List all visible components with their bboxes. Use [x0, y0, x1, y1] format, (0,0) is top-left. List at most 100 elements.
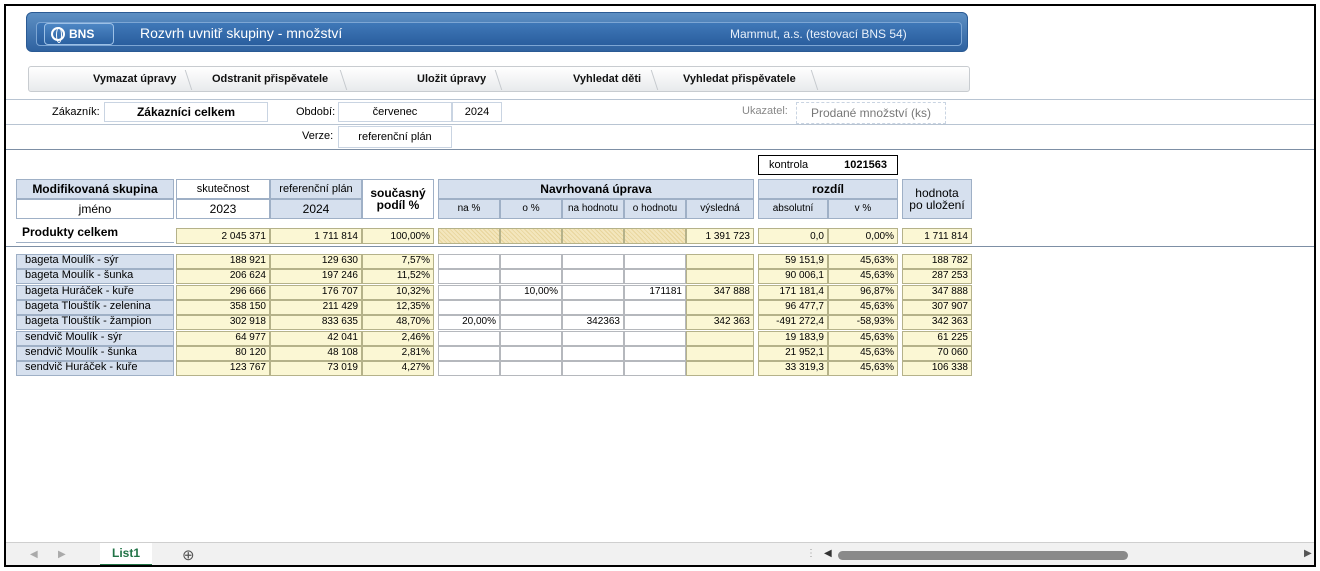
scroll-left-icon[interactable]: ◀: [824, 548, 832, 559]
total-pct: 0,00%: [828, 228, 898, 244]
row-3-na_pct[interactable]: [438, 299, 500, 315]
row-0-vysl: [686, 254, 754, 269]
save-changes-button[interactable]: Uložit úpravy: [417, 73, 487, 85]
row-5-po: 61 225: [902, 330, 972, 346]
row-2-o_pct[interactable]: 10,00%: [500, 284, 562, 300]
row-5-o_pct[interactable]: [500, 330, 562, 346]
total-reference: 1 711 814: [270, 228, 362, 244]
share-header: současný podíl %: [362, 179, 434, 219]
row-6-pct: 45,63%: [828, 345, 898, 361]
period-year-field[interactable]: 2024: [452, 102, 502, 122]
row-4-o_pct[interactable]: [500, 315, 562, 331]
row-4-podil: 48,70%: [362, 315, 434, 331]
row-0-o_pct[interactable]: [500, 254, 562, 269]
find-contributors-button[interactable]: Vyhledat přispěvatele: [683, 73, 796, 85]
row-3-na_hod[interactable]: [562, 299, 624, 315]
row-2-vysl: 347 888: [686, 284, 754, 300]
version-field[interactable]: referenční plán: [338, 126, 452, 148]
row-7-na_hod[interactable]: [562, 361, 624, 377]
row-1-name: bageta Moulík - šunka: [16, 269, 174, 285]
row-7-vysl: [686, 361, 754, 377]
row-7-skut: 123 767: [176, 361, 270, 377]
row-6-po: 70 060: [902, 345, 972, 361]
total-share: 100,00%: [362, 228, 434, 244]
row-2-pct: 96,87%: [828, 284, 898, 300]
row-6-skut: 80 120: [176, 345, 270, 361]
row-2-na_pct[interactable]: [438, 284, 500, 300]
row-2-na_hod[interactable]: [562, 284, 624, 300]
row-2-podil: 10,32%: [362, 284, 434, 300]
row-1-ref: 197 246: [270, 269, 362, 285]
control-box: kontrola 1021563: [758, 155, 898, 175]
row-2-po: 347 888: [902, 284, 972, 300]
period-label: Období:: [296, 106, 336, 118]
total-actual: 2 045 371: [176, 228, 270, 244]
row-5-vysl: [686, 330, 754, 346]
customer-label: Zákazník:: [52, 106, 100, 118]
name-header: jméno: [16, 199, 174, 219]
row-1-na_hod[interactable]: [562, 269, 624, 285]
horizontal-scrollbar[interactable]: [838, 551, 1128, 560]
row-6-podil: 2,81%: [362, 345, 434, 361]
row-4-na_pct[interactable]: 20,00%: [438, 315, 500, 331]
row-4-o_hod[interactable]: [624, 315, 686, 331]
row-2-o_hod[interactable]: 171181: [624, 284, 686, 300]
row-1-o_pct[interactable]: [500, 269, 562, 285]
row-0-na_hod[interactable]: [562, 254, 624, 269]
row-4-po: 342 363: [902, 315, 972, 331]
row-7-o_pct[interactable]: [500, 361, 562, 377]
row-4-name: bageta Tlouštík - žampion: [16, 315, 174, 331]
row-4-vysl: 342 363: [686, 315, 754, 331]
splitter-icon[interactable]: ⋮: [806, 548, 816, 559]
row-1-na_pct[interactable]: [438, 269, 500, 285]
control-label: kontrola: [769, 159, 809, 171]
row-7-po: 106 338: [902, 361, 972, 377]
page-title: Rozvrh uvnitř skupiny - množství: [140, 25, 343, 41]
row-3-o_pct[interactable]: [500, 299, 562, 315]
period-month-field[interactable]: červenec: [338, 102, 452, 122]
find-children-button[interactable]: Vyhledat děti: [573, 73, 642, 85]
row-6-na_hod[interactable]: [562, 345, 624, 361]
add-sheet-icon[interactable]: ⊕: [182, 547, 195, 564]
row-1-vysl: [686, 269, 754, 285]
customer-field[interactable]: Zákazníci celkem: [104, 102, 268, 122]
row-7-o_hod[interactable]: [624, 361, 686, 377]
reference-header: referenční plán: [270, 179, 362, 199]
row-3-podil: 12,35%: [362, 299, 434, 315]
scroll-right-icon[interactable]: ▶: [1304, 548, 1312, 559]
value-after-save-header: hodnota po uložení: [902, 179, 972, 219]
prev-sheet-icon[interactable]: ◀: [30, 549, 38, 560]
row-4-ref: 833 635: [270, 315, 362, 331]
row-5-na_pct[interactable]: [438, 330, 500, 346]
row-7-abs: 33 319,3: [758, 361, 828, 377]
indicator-field[interactable]: Prodané množství (ks): [796, 102, 946, 124]
row-6-na_pct[interactable]: [438, 345, 500, 361]
remove-contributors-button[interactable]: Odstranit přispěvatele: [212, 73, 329, 85]
difference-header: rozdíl: [758, 179, 898, 199]
row-4-skut: 302 918: [176, 315, 270, 331]
clear-changes-button[interactable]: Vymazat úpravy: [93, 73, 177, 85]
row-0-o_hod[interactable]: [624, 254, 686, 269]
row-7-name: sendvič Huráček - kuře: [16, 361, 174, 377]
company-name: Mammut, a.s. (testovací BNS 54): [730, 27, 907, 41]
row-7-ref: 73 019: [270, 361, 362, 377]
absolute-header: absolutní: [758, 199, 828, 219]
row-6-o_pct[interactable]: [500, 345, 562, 361]
control-value: 1021563: [844, 159, 887, 171]
total-absolute: 0,0: [758, 228, 828, 244]
sheet-tab-list1[interactable]: List1: [100, 543, 152, 565]
row-7-na_pct[interactable]: [438, 361, 500, 377]
row-3-o_hod[interactable]: [624, 299, 686, 315]
row-4-na_hod[interactable]: 342363: [562, 315, 624, 331]
row-5-na_hod[interactable]: [562, 330, 624, 346]
row-0-ref: 129 630: [270, 254, 362, 269]
row-2-ref: 176 707: [270, 284, 362, 300]
row-1-abs: 90 006,1: [758, 269, 828, 285]
next-sheet-icon[interactable]: ▶: [58, 549, 66, 560]
row-4-pct: -58,93%: [828, 315, 898, 331]
to-value-header: na hodnotu: [562, 199, 624, 219]
row-0-na_pct[interactable]: [438, 254, 500, 269]
row-5-o_hod[interactable]: [624, 330, 686, 346]
row-6-o_hod[interactable]: [624, 345, 686, 361]
row-1-o_hod[interactable]: [624, 269, 686, 285]
